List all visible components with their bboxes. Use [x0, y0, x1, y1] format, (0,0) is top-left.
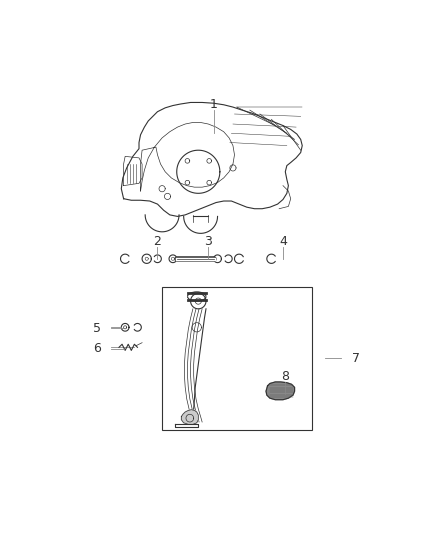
Polygon shape [266, 382, 294, 400]
Text: 7: 7 [352, 352, 360, 365]
Text: 4: 4 [279, 236, 287, 248]
Text: 1: 1 [210, 98, 218, 110]
Polygon shape [181, 410, 198, 424]
Bar [162, 287, 312, 430]
Text: 3: 3 [205, 236, 212, 248]
Text: 8: 8 [281, 370, 290, 383]
Text: 2: 2 [153, 236, 161, 248]
Text: 5: 5 [93, 321, 102, 335]
Text: 6: 6 [93, 342, 101, 356]
